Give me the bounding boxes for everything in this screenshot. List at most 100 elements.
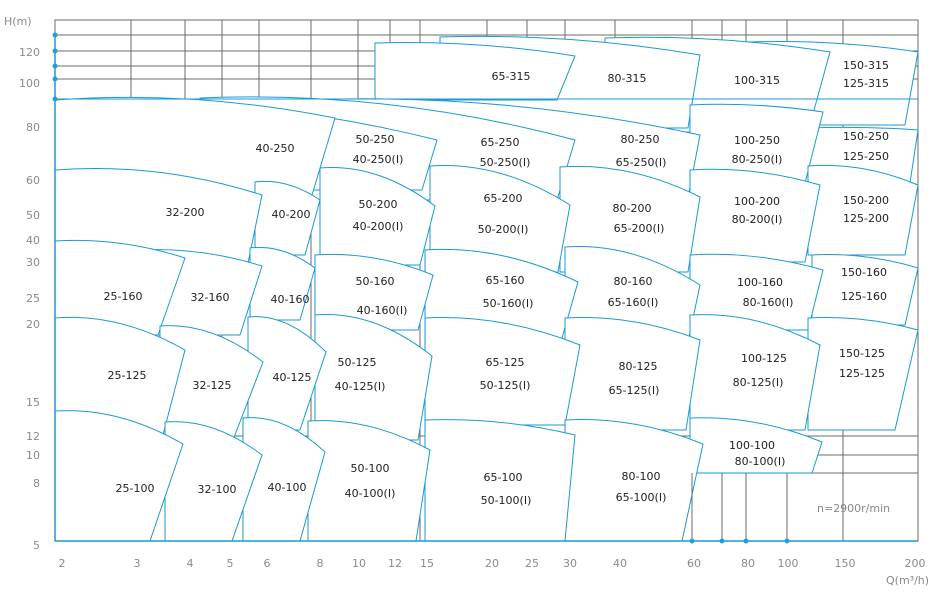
- axis-marker-dot: [52, 48, 58, 54]
- pump-model-label: 40-125(I): [335, 380, 386, 393]
- pump-model-label: 80-125(I): [733, 376, 784, 389]
- pump-region-outline: [689, 168, 821, 263]
- pump-model-label: 100-250: [734, 134, 780, 147]
- pump-model-label: 80-100(I): [735, 455, 786, 468]
- pump-region-150-200: 150-200 125-200: [807, 164, 919, 256]
- pump-model-label: 100-315: [734, 74, 780, 87]
- pump-model-label: 50-200(I): [478, 223, 529, 236]
- pump-region-65-125: 65-125 50-125(I): [424, 317, 581, 426]
- pump-model-label: 65-125(I): [609, 384, 660, 397]
- y-tick-label: 80: [26, 121, 40, 134]
- x-tick-label: 3: [134, 557, 141, 570]
- pump-model-label: 65-100(I): [616, 491, 667, 504]
- pump-model-label: 80-200: [613, 202, 652, 215]
- y-tick-label: 40: [26, 234, 40, 247]
- pump-model-label: 80-125: [619, 360, 658, 373]
- x-tick-label: 80: [741, 557, 755, 570]
- pump-model-label: 32-200: [166, 206, 205, 219]
- pump-region-80-200: 80-200 65-200(I): [559, 165, 701, 273]
- pump-region-outline: [564, 317, 701, 431]
- pump-model-label: 40-160: [271, 293, 310, 306]
- pump-model-label: 40-125: [273, 371, 312, 384]
- pump-model-label: 40-200: [272, 208, 311, 221]
- pump-region-100-125: 100-125 80-125(I): [689, 314, 821, 431]
- x-tick-label: 60: [687, 557, 701, 570]
- pump-model-label: 80-160: [614, 275, 653, 288]
- pump-model-label: 150-125: [839, 347, 885, 360]
- pump-model-label: 125-160: [841, 290, 887, 303]
- pump-model-label: 25-125: [108, 369, 147, 382]
- axis-marker-dot: [719, 538, 725, 544]
- pump-region-32-200: 32-200: [54, 167, 263, 264]
- y-tick-label: 60: [26, 174, 40, 187]
- pump-model-label: 50-160: [356, 275, 395, 288]
- pump-model-label: 50-100(I): [481, 494, 532, 507]
- pump-model-label: 65-125: [486, 356, 525, 369]
- y-tick-label: 50: [26, 209, 40, 222]
- pump-model-label: 65-100: [484, 471, 523, 484]
- pump-model-label: 65-250: [481, 136, 520, 149]
- pump-model-label: 150-160: [841, 266, 887, 279]
- pump-region-65-200: 65-200 50-200(I): [429, 165, 571, 273]
- pump-model-label: 150-250: [843, 130, 889, 143]
- pump-region-outline: [242, 417, 326, 542]
- pump-model-label: 25-160: [104, 290, 143, 303]
- pump-region-50-200: 50-200 40-200(I): [319, 167, 436, 266]
- pump-region-40-100: 40-100: [242, 417, 326, 542]
- pump-region-150-160: 150-160 125-160: [811, 254, 919, 326]
- pump-region-outline: [159, 325, 264, 441]
- axis-marker-dot: [689, 538, 695, 544]
- pump-region-outline: [564, 419, 704, 542]
- pump-region-outline: [807, 164, 919, 256]
- pump-model-label: 40-200(I): [353, 220, 404, 233]
- pump-region-25-125: 25-125: [54, 316, 186, 436]
- pump-region-25-160: 25-160: [54, 239, 186, 336]
- x-tick-label: 10: [352, 557, 366, 570]
- x-tick-label: 4: [187, 557, 194, 570]
- x-tick-label: 15: [420, 557, 434, 570]
- pump-region-80-100: 80-100 65-100(I): [564, 419, 704, 542]
- pump-region-100-160: 100-160 80-160(I): [689, 253, 824, 331]
- x-tick-label: 5: [227, 557, 234, 570]
- y-tick-label: 15: [26, 396, 40, 409]
- pump-model-label: 125-125: [839, 367, 885, 380]
- pump-region-100-200: 100-200 80-200(I): [689, 168, 821, 263]
- pump-region-outline: [424, 317, 581, 426]
- axis-marker-dot: [784, 538, 790, 544]
- pump-model-label: 65-200: [484, 192, 523, 205]
- y-tick-label: 5: [33, 539, 40, 552]
- x-tick-label: 100: [778, 557, 799, 570]
- pump-region-40-200: 40-200: [254, 180, 321, 256]
- speed-note: n=2900r/min: [817, 502, 890, 515]
- y-tick-label: 10: [26, 449, 40, 462]
- pump-region-outline: [811, 254, 919, 326]
- pump-model-label: 50-250(I): [480, 156, 531, 169]
- pump-region-outline: [807, 317, 919, 431]
- pump-region-65-100: 65-100 50-100(I): [424, 419, 576, 542]
- axis-marker-dot: [52, 32, 58, 38]
- pump-model-label: 100-200: [734, 195, 780, 208]
- x-axis-title: Q(m³/h): [886, 574, 929, 587]
- y-tick-label: 120: [19, 46, 40, 59]
- pump-model-label: 125-250: [843, 150, 889, 163]
- x-tick-label: 150: [835, 557, 856, 570]
- pump-model-label: 50-200: [359, 198, 398, 211]
- pump-model-label: 50-250: [356, 133, 395, 146]
- pump-region-outline: [689, 253, 824, 331]
- pump-region-outline: [307, 420, 431, 542]
- y-tick-label: 25: [26, 292, 40, 305]
- pump-model-label: 50-100: [351, 462, 390, 475]
- axes: 120 100 80 60 50 40 30 25 20 15 12 10 8 5 2 3 4 5 6 8 10 12 15…: [19, 32, 926, 570]
- axis-marker-dot: [743, 538, 749, 544]
- pump-model-label: 65-250(I): [616, 156, 667, 169]
- y-tick-label: 100: [19, 77, 40, 90]
- pump-model-label: 100-160: [737, 276, 783, 289]
- x-tick-label: 200: [905, 557, 926, 570]
- pump-region-100-250: 100-250 80-250(I): [689, 103, 824, 184]
- pump-model-label: 100-100: [729, 439, 775, 452]
- pump-model-label: 50-160(I): [483, 297, 534, 310]
- x-tick-label: 40: [613, 557, 627, 570]
- pump-model-label: 65-200(I): [614, 222, 665, 235]
- pump-region-40-160: 40-160: [249, 246, 316, 321]
